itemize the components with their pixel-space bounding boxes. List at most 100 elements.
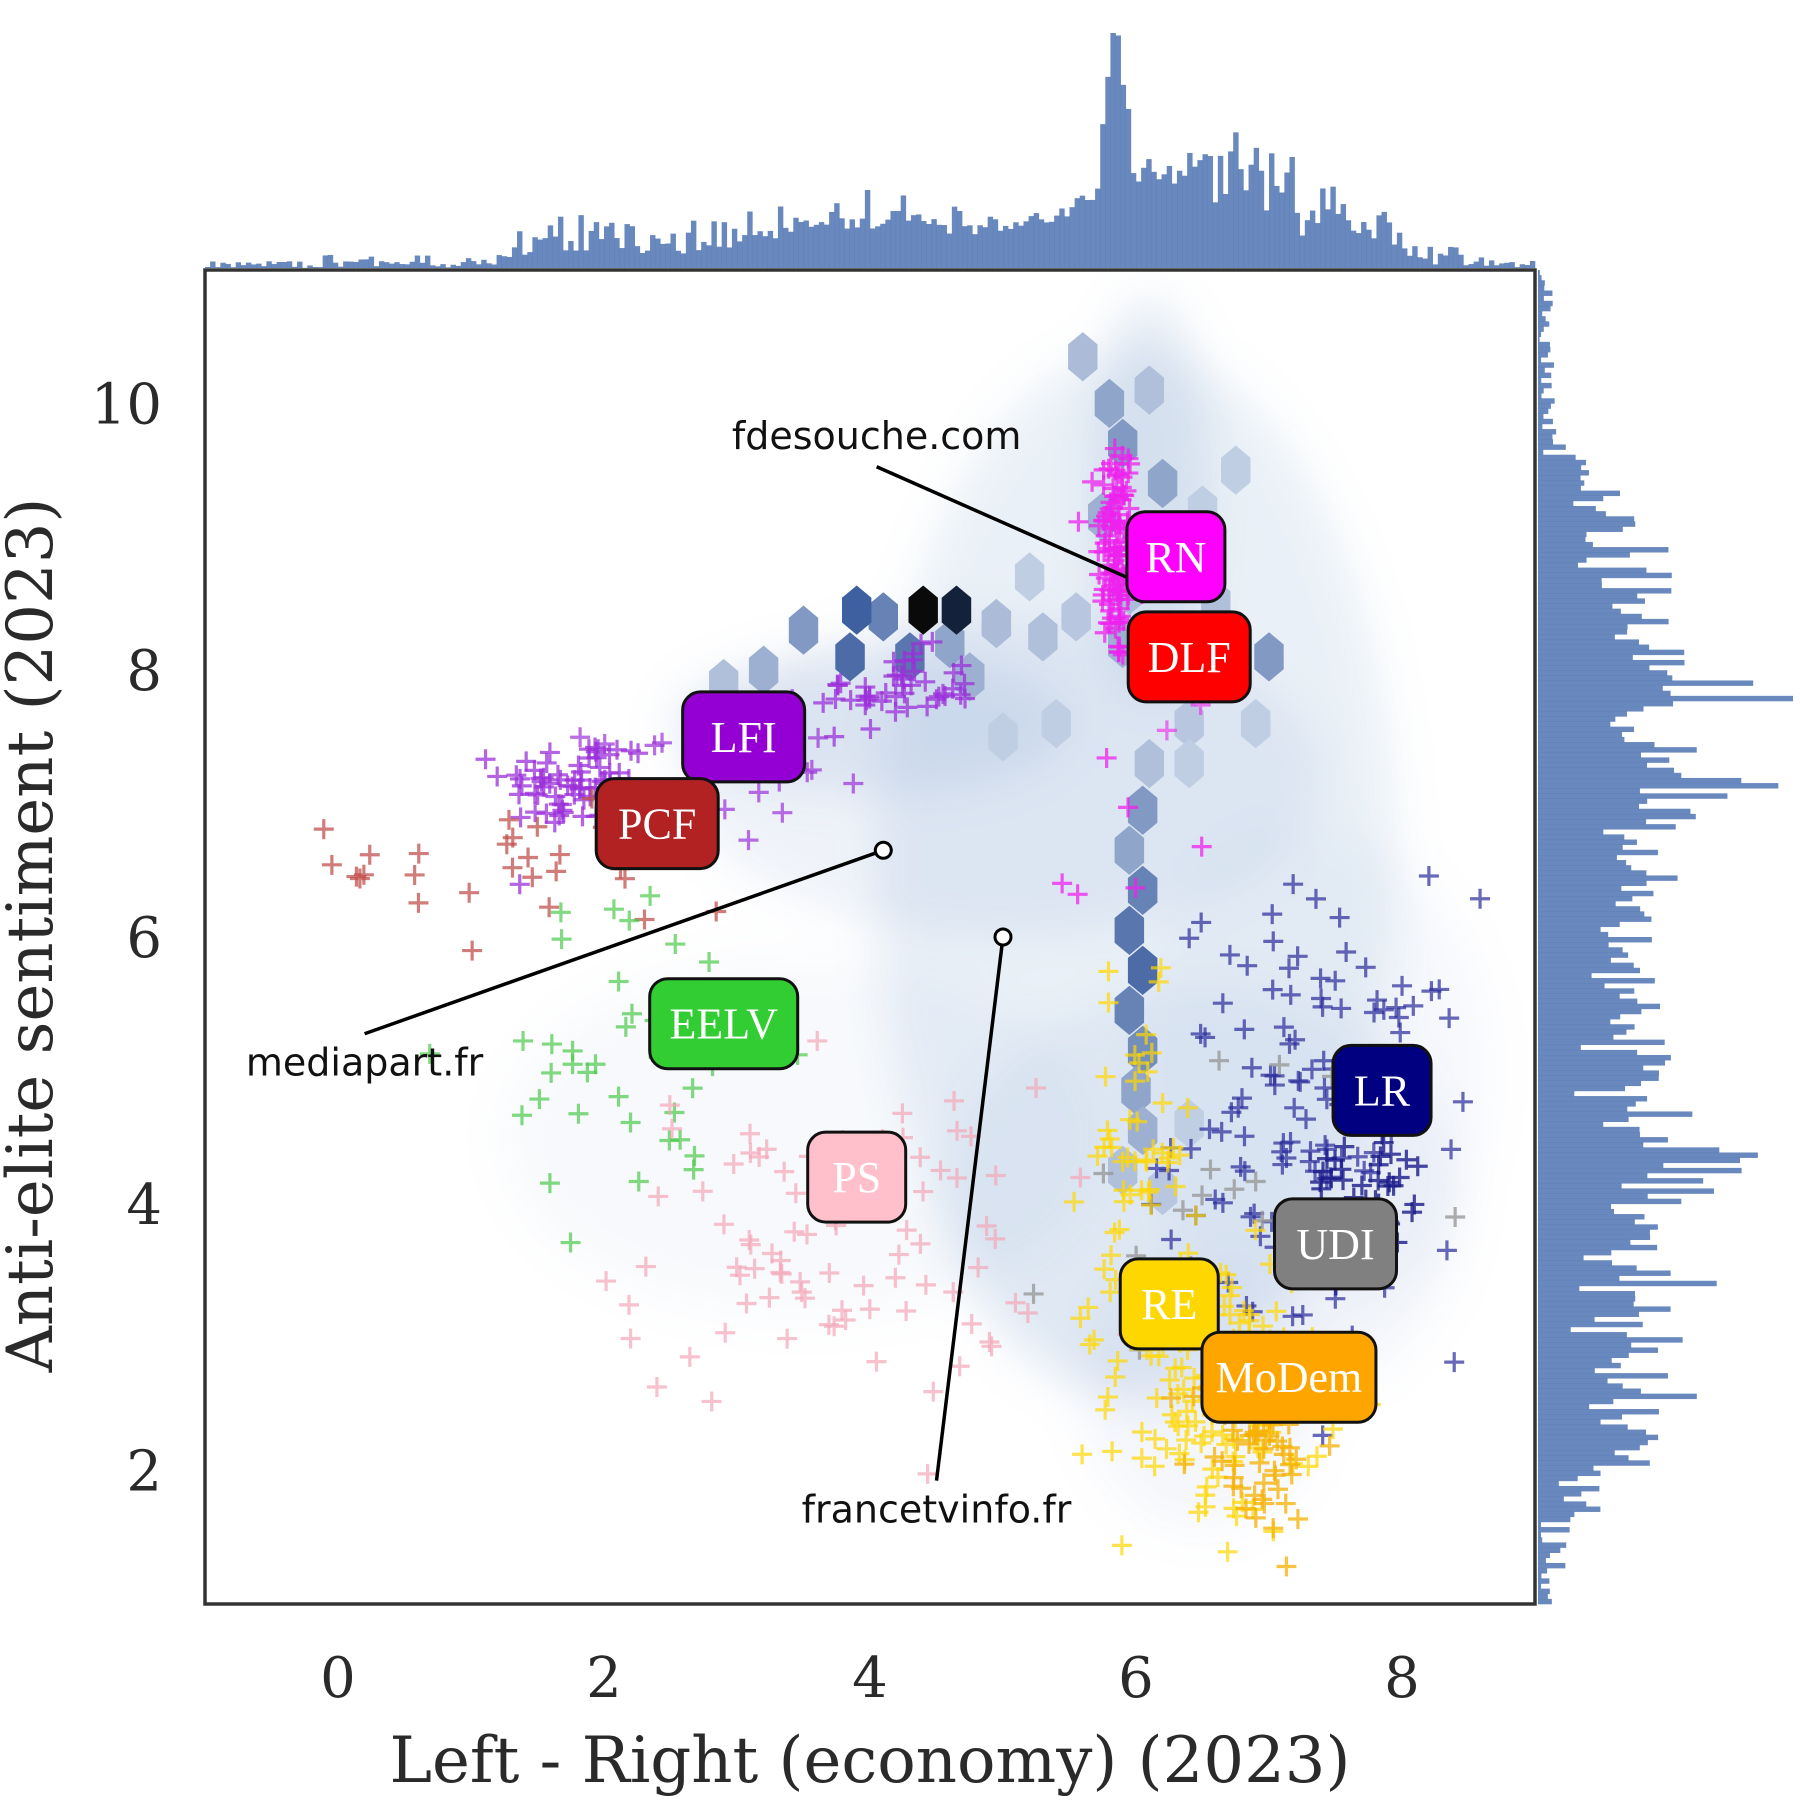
x-hist-bar xyxy=(322,255,329,268)
y-hist-bar xyxy=(1538,659,1685,666)
point-lr xyxy=(1237,955,1258,976)
y-hist-bar xyxy=(1538,526,1623,532)
x-hist-bar xyxy=(951,206,958,268)
y-hist-bar xyxy=(1538,300,1553,307)
y-hist-bar xyxy=(1538,788,1640,794)
x-hist-bar xyxy=(1197,160,1203,268)
x-hist-bar xyxy=(634,246,641,268)
point-re xyxy=(1095,1066,1116,1087)
point-re xyxy=(1097,1120,1118,1141)
point-lr xyxy=(1331,998,1352,1019)
x-hist-bar xyxy=(1422,258,1428,268)
x-hist-bar xyxy=(1110,33,1116,268)
y-hist-bar xyxy=(1538,1537,1543,1543)
x-hist-bar xyxy=(839,218,845,268)
y-hist-bar xyxy=(1538,357,1542,363)
point-lfi xyxy=(511,775,532,796)
x-hist-bar xyxy=(1136,181,1142,268)
point-lfi xyxy=(859,686,880,707)
point-re xyxy=(1150,957,1171,978)
x-hist-bar xyxy=(532,237,538,268)
point-lr xyxy=(1334,1136,1355,1157)
x-tick-label: 6 xyxy=(1118,1646,1154,1711)
x-hist-bar xyxy=(1320,188,1326,268)
point-re xyxy=(1098,961,1119,982)
x-hist-bar xyxy=(670,233,676,268)
x-hist-bar xyxy=(1407,255,1413,268)
point-ps xyxy=(661,1118,682,1139)
y-hist-bar xyxy=(1538,757,1670,763)
point-re xyxy=(1104,1222,1125,1243)
point-lfi xyxy=(827,675,848,696)
party-label-re: RE xyxy=(1118,1257,1220,1351)
point-re xyxy=(1217,1541,1238,1562)
point-eelv xyxy=(699,951,720,972)
point-eelv xyxy=(541,1034,562,1055)
x-hist-bar xyxy=(1248,164,1254,268)
point-lr xyxy=(1260,1065,1281,1086)
point-pcf xyxy=(549,844,570,865)
point-eelv xyxy=(529,1089,550,1110)
point-ps xyxy=(985,1165,1006,1186)
point-re xyxy=(1152,1093,1173,1114)
y-hist-bar xyxy=(1538,475,1581,481)
point-ps xyxy=(744,1258,765,1279)
y-hist-bar xyxy=(1538,1393,1697,1400)
y-hist-bar xyxy=(1538,695,1793,702)
y-hist-bar xyxy=(1538,1491,1582,1497)
hexbin-cell xyxy=(842,585,872,635)
point-ps xyxy=(910,1147,931,1168)
y-hist-bar xyxy=(1538,1234,1651,1241)
x-hist-bar xyxy=(245,262,252,268)
point-rn xyxy=(1191,836,1212,857)
y-hist-bar xyxy=(1538,382,1552,389)
point-re xyxy=(1136,1149,1157,1170)
y-hist-bar xyxy=(1538,706,1644,712)
y-hist-bar xyxy=(1538,680,1754,686)
y-hist-bar xyxy=(1538,747,1697,753)
party-label-box xyxy=(1125,510,1227,604)
y-hist-bar xyxy=(1538,341,1550,348)
x-hist-bar xyxy=(1524,265,1531,268)
point-re xyxy=(1216,1434,1237,1455)
point-lr xyxy=(1370,1146,1391,1167)
x-hist-bar xyxy=(844,228,850,268)
y-hist-bar xyxy=(1538,1039,1665,1046)
point-ps xyxy=(740,1143,761,1164)
x-hist-bar xyxy=(445,267,451,268)
y-hist-bar xyxy=(1538,752,1642,758)
point-pcf xyxy=(502,857,523,878)
point-lr xyxy=(1285,1029,1306,1050)
x-hist-bar xyxy=(1519,264,1526,268)
y-hist-bar xyxy=(1538,336,1540,343)
x-tick-label: 0 xyxy=(320,1646,356,1711)
point-lfi xyxy=(594,733,615,754)
y-hist-bar xyxy=(1538,1362,1621,1369)
point-rn xyxy=(1109,612,1129,633)
point-ps xyxy=(791,1282,812,1303)
hexbin-cell xyxy=(1028,612,1058,662)
x-hist-bar xyxy=(435,266,441,268)
y-hist-bar xyxy=(1538,875,1678,881)
point-lfi xyxy=(901,675,922,696)
x-hist-bar xyxy=(1386,222,1393,268)
y-hist-bar xyxy=(1538,1173,1648,1179)
point-lfi xyxy=(536,803,557,824)
point-ps xyxy=(756,1139,777,1160)
y-hist-bar xyxy=(1538,1547,1561,1553)
party-label-box xyxy=(1273,1197,1398,1291)
hexbin-cell xyxy=(1114,825,1145,875)
point-lr xyxy=(1262,979,1283,1000)
point-pcf xyxy=(404,864,425,885)
x-hist-bar xyxy=(1483,265,1490,268)
y-hist-bar xyxy=(1538,280,1545,286)
x-hist-bar xyxy=(1228,151,1234,268)
point-re xyxy=(1173,1379,1194,1400)
point-ps xyxy=(819,1263,840,1283)
y-hist-bar xyxy=(1538,1275,1620,1282)
y-hist-bar xyxy=(1538,516,1635,522)
x-hist-bar xyxy=(1371,238,1377,268)
point-lfi xyxy=(589,757,610,778)
x-hist-bar xyxy=(604,226,610,268)
point-lfi xyxy=(915,671,936,692)
